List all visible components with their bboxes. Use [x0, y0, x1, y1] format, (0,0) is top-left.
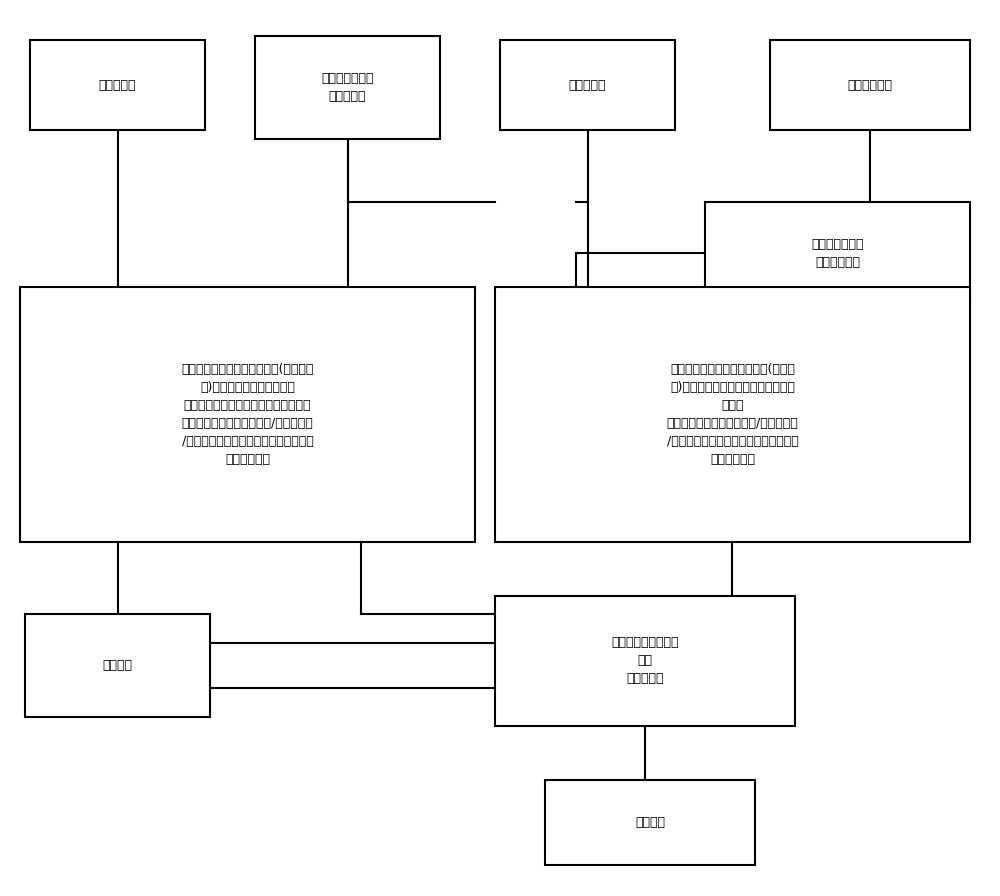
- Text: 驱动机构: 驱动机构: [635, 815, 665, 829]
- FancyBboxPatch shape: [545, 780, 755, 865]
- FancyBboxPatch shape: [20, 287, 475, 542]
- FancyBboxPatch shape: [25, 614, 210, 717]
- FancyBboxPatch shape: [495, 287, 970, 542]
- Text: 基于计算机技术的数字化机柜(继电器机
柜)核安全级系统自动信号、
基于模拟技术的手动操作盘手动信号、
电站计算机信息和控制系统/后备操作盘
/远程操作员站手动信: 基于计算机技术的数字化机柜(继电器机 柜)核安全级系统自动信号、 基于模拟技术的…: [181, 363, 314, 466]
- FancyBboxPatch shape: [495, 596, 795, 726]
- Text: 基于模拟技术的
手动操作盘: 基于模拟技术的 手动操作盘: [321, 72, 374, 103]
- Text: 远程操作员站: 远程操作员站: [848, 79, 893, 91]
- Text: 过程设备接口卡优选
逻辑
及其他信号: 过程设备接口卡优选 逻辑 及其他信号: [611, 636, 679, 685]
- Text: 操作员盘台: 操作员盘台: [569, 79, 606, 91]
- FancyBboxPatch shape: [30, 40, 205, 130]
- Text: 基于计算机技术的数字化机柜(软件逻
辑)基于模拟技术的手动操作盘手动信
号、核
电站计算机信息和控制系统/后备操作盘
/远程操作员站手动信号、过程闭锁信号
间的: 基于计算机技术的数字化机柜(软件逻 辑)基于模拟技术的手动操作盘手动信 号、核 …: [667, 363, 798, 466]
- FancyBboxPatch shape: [255, 36, 440, 139]
- FancyBboxPatch shape: [500, 40, 675, 130]
- FancyBboxPatch shape: [705, 202, 970, 305]
- Text: 优选逻辑: 优选逻辑: [103, 659, 132, 672]
- Text: 后备操作盘: 后备操作盘: [99, 79, 136, 91]
- Text: 基于计算机技术
的数字化机柜: 基于计算机技术 的数字化机柜: [811, 237, 864, 269]
- FancyBboxPatch shape: [770, 40, 970, 130]
